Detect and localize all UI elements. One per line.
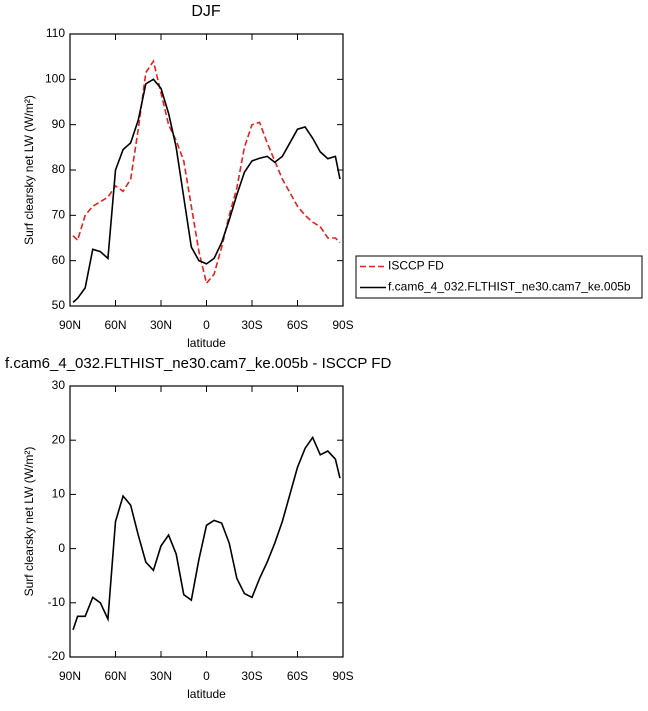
y-axis-label: Surf clearsky net LW (W/m²) xyxy=(22,95,36,245)
x-tick-label: 90N xyxy=(59,318,81,332)
plot-frame xyxy=(69,33,344,307)
x-tick-label: 0 xyxy=(203,318,210,332)
y-tick-label: 60 xyxy=(52,253,66,267)
legend-label: f.cam6_4_032.FLTHIST_ne30.cam7_ke.005b xyxy=(388,280,631,294)
y-tick-label: 80 xyxy=(52,162,66,176)
x-axis-label: latitude xyxy=(187,687,226,701)
plot-frame xyxy=(69,385,344,658)
y-tick-label: -20 xyxy=(48,649,66,663)
legend-box xyxy=(355,255,643,299)
data-line xyxy=(72,435,341,631)
x-tick-label: 60N xyxy=(104,669,126,683)
y-tick-label: 100 xyxy=(45,72,65,86)
data-line xyxy=(72,59,341,286)
x-axis-label: latitude xyxy=(187,336,226,350)
x-tick-label: 30N xyxy=(150,318,172,332)
y-tick-label: 90 xyxy=(52,117,66,131)
x-tick-label: 90S xyxy=(332,318,353,332)
x-tick-label: 60S xyxy=(287,669,308,683)
y-tick-label: 50 xyxy=(52,298,66,312)
y-tick-label: 10 xyxy=(52,487,66,501)
x-tick-label: 30N xyxy=(150,669,172,683)
chart-title: f.cam6_4_032.FLTHIST_ne30.cam7_ke.005b -… xyxy=(5,355,391,372)
x-tick-label: 90N xyxy=(59,669,81,683)
chart-title: DJF xyxy=(191,3,221,20)
y-tick-label: 20 xyxy=(52,432,66,446)
y-tick-label: 110 xyxy=(46,26,65,40)
data-line xyxy=(72,78,341,303)
y-tick-label: 70 xyxy=(52,208,66,222)
y-tick-label: 0 xyxy=(58,541,65,555)
x-tick-label: 60N xyxy=(104,318,126,332)
y-axis-label: Surf clearsky net LW (W/m²) xyxy=(22,447,36,597)
x-tick-label: 30S xyxy=(241,669,262,683)
legend-label: ISCCP FD xyxy=(388,259,444,273)
y-tick-label: -10 xyxy=(48,595,66,609)
x-tick-label: 30S xyxy=(241,318,262,332)
x-tick-label: 60S xyxy=(287,318,308,332)
x-tick-label: 90S xyxy=(332,669,353,683)
x-tick-label: 0 xyxy=(203,669,210,683)
y-tick-label: 30 xyxy=(52,378,66,392)
